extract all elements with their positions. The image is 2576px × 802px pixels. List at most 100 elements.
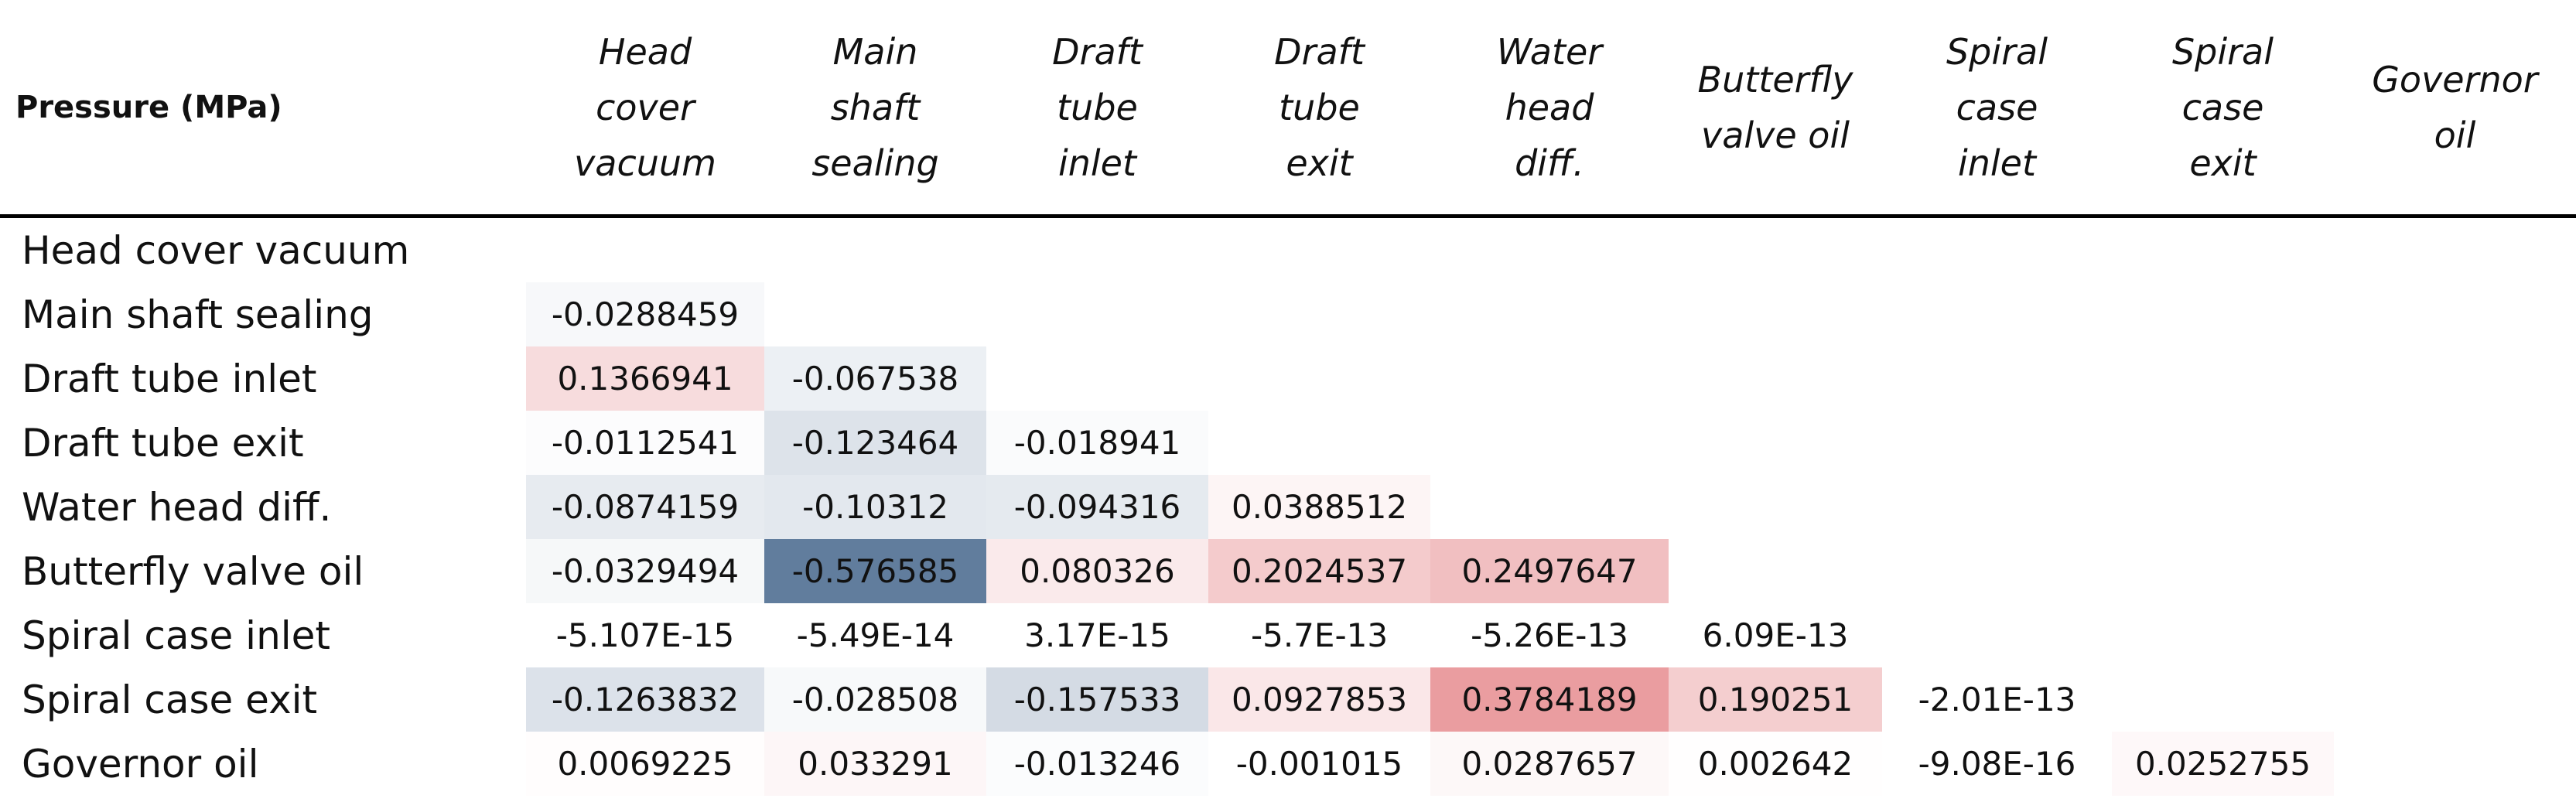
- empty-cell: [1430, 346, 1669, 411]
- empty-cell: [1882, 539, 2112, 603]
- cell: -0.157533: [986, 667, 1208, 732]
- cell: 0.002642: [1669, 732, 1882, 796]
- cell: -5.107E-15: [526, 603, 764, 667]
- empty-cell: [2334, 539, 2576, 603]
- column-header-line: Draft: [1052, 30, 1143, 73]
- empty-cell: [1882, 411, 2112, 475]
- cell: -5.26E-13: [1430, 603, 1669, 667]
- row-label: Draft tube inlet: [22, 356, 317, 401]
- table-row: Main shaft sealing -0.0288459: [0, 282, 2576, 346]
- cell: -9.08E-16: [1882, 732, 2112, 796]
- empty-cell: [1882, 603, 2112, 667]
- column-header-line: diff.: [1515, 142, 1584, 184]
- column-header-line: case: [1956, 86, 2038, 128]
- cell: -0.123464: [764, 411, 986, 475]
- empty-cell: [764, 217, 986, 283]
- empty-cell: [2334, 667, 2576, 732]
- empty-cell: [1882, 217, 2112, 283]
- cell: 0.1366941: [526, 346, 764, 411]
- row-label: Butterfly valve oil: [22, 548, 364, 594]
- cell: 0.190251: [1669, 667, 1882, 732]
- empty-cell: [1669, 282, 1882, 346]
- empty-cell: [2112, 217, 2334, 283]
- row-label: Water head diff.: [22, 484, 332, 530]
- empty-cell: [1208, 282, 1430, 346]
- empty-cell: [1669, 411, 1882, 475]
- empty-cell: [2112, 539, 2334, 603]
- column-header: Butterfly valve oil: [1669, 0, 1882, 218]
- column-header-line: shaft: [830, 86, 921, 128]
- column-header-line: head: [1505, 86, 1594, 128]
- empty-cell: [1882, 282, 2112, 346]
- empty-cell: [1430, 411, 1669, 475]
- table-row: Draft tube inlet 0.1366941 -0.067538: [0, 346, 2576, 411]
- column-header-line: tube: [1057, 86, 1138, 128]
- cell: 0.2024537: [1208, 539, 1430, 603]
- cell: 6.09E-13: [1669, 603, 1882, 667]
- column-header-line: sealing: [811, 142, 939, 184]
- column-header: Head cover vacuum: [526, 0, 764, 218]
- column-header-line: cover: [596, 86, 695, 128]
- column-header-line: Draft: [1274, 30, 1365, 73]
- empty-cell: [1669, 217, 1882, 283]
- cell: 0.2497647: [1430, 539, 1669, 603]
- column-header: Spiral case exit: [2112, 0, 2334, 218]
- header-row: Pressure (MPa) Head cover vacuum Main shaft se…: [0, 0, 2576, 218]
- empty-cell: [1208, 346, 1430, 411]
- cell: -0.1263832: [526, 667, 764, 732]
- column-header-line: Governor: [2372, 58, 2538, 101]
- cell: -0.067538: [764, 346, 986, 411]
- cell: -0.0288459: [526, 282, 764, 346]
- column-header-line: Head: [598, 30, 692, 73]
- empty-cell: [2112, 282, 2334, 346]
- column-header-line: exit: [2189, 142, 2257, 184]
- cell: 0.080326: [986, 539, 1208, 603]
- column-header-line: Main: [832, 30, 918, 73]
- empty-cell: [1882, 346, 2112, 411]
- empty-cell: [986, 282, 1208, 346]
- column-header-line: case: [2181, 86, 2264, 128]
- empty-cell: [526, 217, 764, 283]
- cell: -0.10312: [764, 475, 986, 539]
- column-header-line: tube: [1279, 86, 1360, 128]
- row-label: Main shaft sealing: [22, 292, 374, 337]
- column-header: Water head diff.: [1430, 0, 1669, 218]
- column-header: Spiral case inlet: [1882, 0, 2112, 218]
- row-label: Head cover vacuum: [22, 227, 410, 273]
- column-header-line: Water: [1496, 30, 1603, 73]
- row-label: Spiral case inlet: [22, 613, 331, 658]
- cell: 0.0069225: [526, 732, 764, 796]
- column-header-line: inlet: [1057, 142, 1137, 184]
- empty-cell: [2334, 411, 2576, 475]
- cell: 0.0927853: [1208, 667, 1430, 732]
- column-header-line: exit: [1286, 142, 1353, 184]
- empty-cell: [986, 217, 1208, 283]
- table-row: Draft tube exit -0.0112541 -0.123464 -0.018…: [0, 411, 2576, 475]
- empty-cell: [1669, 346, 1882, 411]
- table-row: Water head diff. -0.0874159 -0.10312 -0.094…: [0, 475, 2576, 539]
- cell: 0.0287657: [1430, 732, 1669, 796]
- cell: -2.01E-13: [1882, 667, 2112, 732]
- row-label: Draft tube exit: [22, 420, 304, 466]
- empty-cell: [1430, 282, 1669, 346]
- empty-cell: [2112, 603, 2334, 667]
- cell: -0.576585: [764, 539, 986, 603]
- cell: 0.0388512: [1208, 475, 1430, 539]
- empty-cell: [2334, 475, 2576, 539]
- column-header-line: Butterfly: [1697, 58, 1853, 101]
- empty-cell: [1882, 475, 2112, 539]
- cell: 0.0252755: [2112, 732, 2334, 796]
- column-header-line: vacuum: [574, 142, 716, 184]
- empty-cell: [986, 346, 1208, 411]
- empty-cell: [2334, 732, 2576, 796]
- table-row: Governor oil 0.0069225 0.033291 -0.013246 -0…: [0, 732, 2576, 796]
- corner-label: Pressure (MPa): [0, 0, 526, 218]
- empty-cell: [2112, 667, 2334, 732]
- cell: -0.018941: [986, 411, 1208, 475]
- column-header: Governor oil: [2334, 0, 2576, 218]
- column-header-line: valve oil: [1700, 114, 1850, 156]
- empty-cell: [2334, 603, 2576, 667]
- cell: -0.0874159: [526, 475, 764, 539]
- column-header-line: Spiral: [2171, 30, 2274, 73]
